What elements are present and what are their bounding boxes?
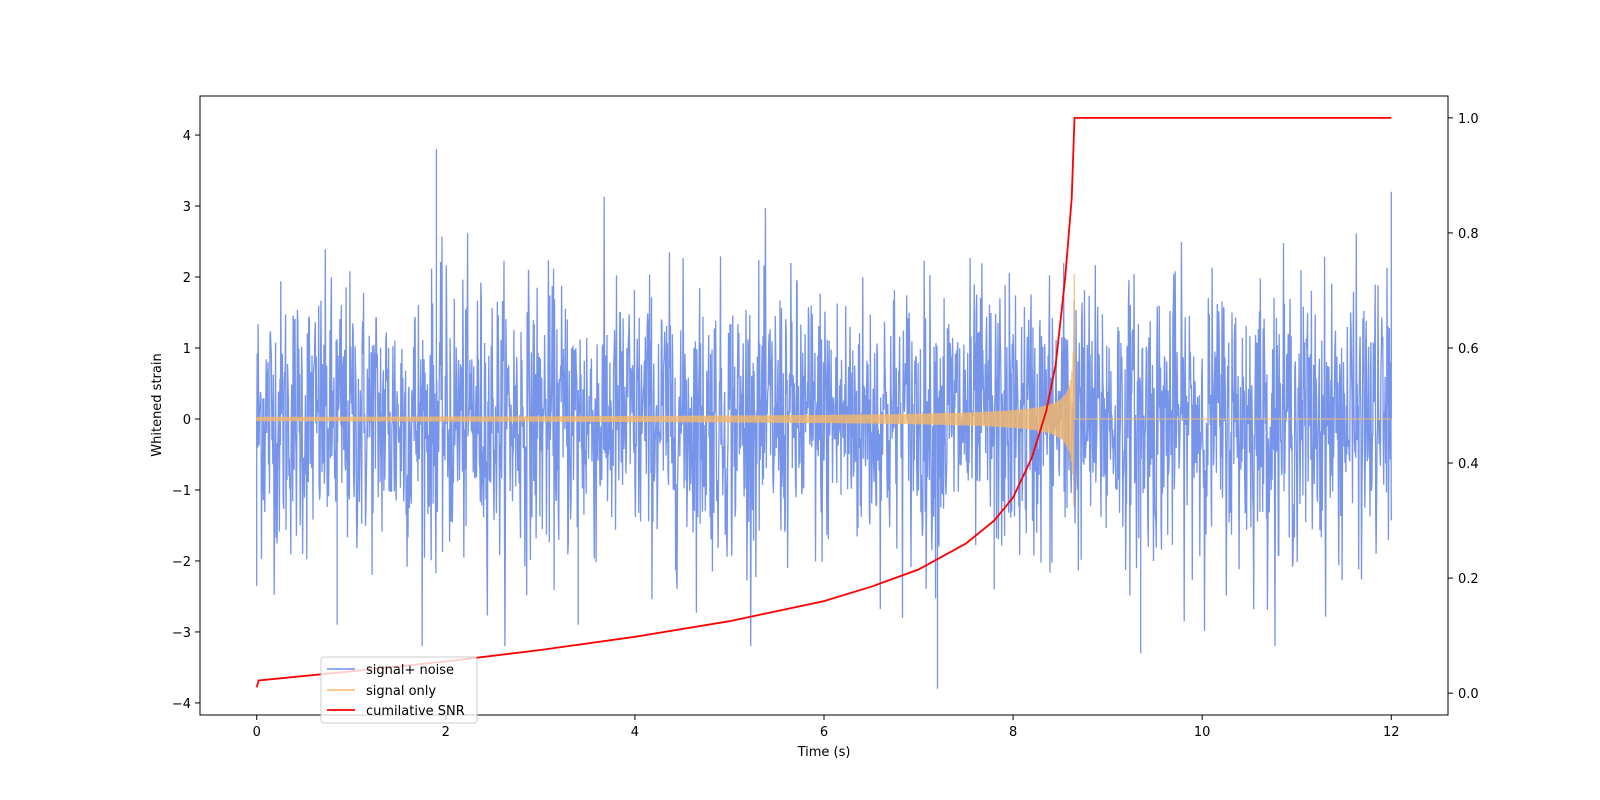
y-tick-label: −3: [172, 626, 191, 641]
y-tick-label: 4: [183, 129, 191, 144]
x-axis-label: Time (s): [797, 745, 851, 760]
y-axis-label: Whitened strain: [150, 353, 165, 456]
y-right-tick-label: 0.6: [1458, 342, 1479, 357]
plot-area: [199, 95, 1449, 716]
x-tick-label: 0: [253, 725, 261, 740]
x-tick-label: 6: [820, 725, 828, 740]
y-right-tick-label: 1.0: [1458, 112, 1479, 127]
x-tick-label: 2: [442, 725, 450, 740]
x-tick-label: 4: [631, 725, 639, 740]
y-tick-label: 1: [183, 342, 191, 357]
legend-frame: [320, 656, 478, 724]
legend-label-signal-only: signal only: [366, 684, 436, 699]
series-line-signal-noise: [256, 149, 1392, 689]
legend: signal+ noise signal only cumilative SNR: [320, 656, 478, 724]
x-tick-label: 10: [1194, 725, 1211, 740]
legend-entry-cumulative-snr: cumilative SNR: [327, 704, 465, 719]
series-line-signal-only: [256, 273, 1392, 507]
legend-label-signal-noise: signal+ noise: [366, 663, 454, 678]
legend-label-cumulative-snr: cumilative SNR: [366, 704, 465, 719]
legend-entry-signal-noise: signal+ noise: [327, 663, 454, 678]
y-tick-label: 2: [183, 271, 191, 286]
y-axis-right-ticks: 0.0 0.2 0.4 0.6 0.8 1.0: [1448, 112, 1479, 702]
y-tick-label: −1: [172, 484, 191, 499]
y-right-tick-label: 0.2: [1458, 572, 1479, 587]
y-right-tick-label: 0.8: [1458, 227, 1479, 242]
y-tick-label: 3: [183, 200, 191, 215]
y-tick-label: −2: [172, 555, 191, 570]
legend-entry-signal-only: signal only: [327, 684, 436, 699]
y-right-tick-label: 0.0: [1458, 687, 1479, 702]
y-tick-label: −4: [172, 697, 191, 712]
y-axis-left-ticks: −4 −3 −2 −1 0 1 2 3 4: [172, 129, 200, 712]
x-tick-label: 12: [1383, 725, 1400, 740]
y-right-tick-label: 0.4: [1458, 457, 1479, 472]
y-tick-label: 0: [183, 413, 191, 428]
x-tick-label: 8: [1009, 725, 1017, 740]
